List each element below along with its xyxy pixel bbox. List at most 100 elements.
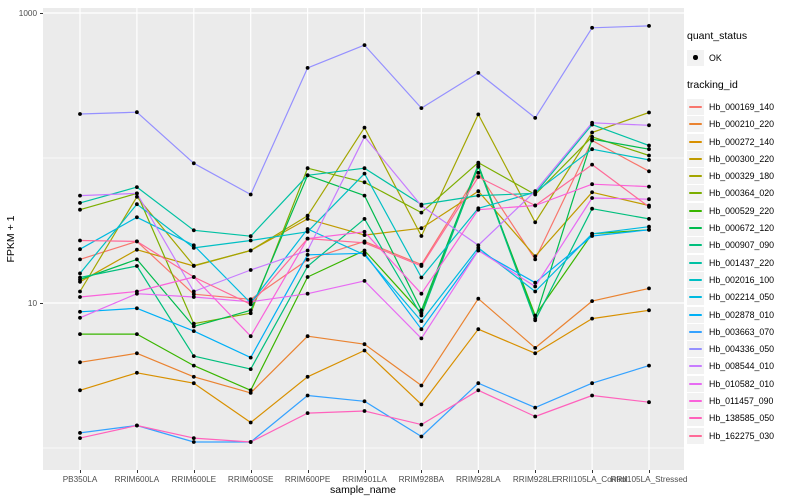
- data-point: [305, 411, 310, 415]
- data-point: [533, 284, 538, 289]
- data-point: [305, 66, 310, 70]
- data-point: [78, 289, 82, 294]
- data-point: [647, 143, 651, 148]
- data-point: [362, 180, 367, 185]
- line-icon: [689, 365, 702, 368]
- line-icon: [689, 417, 702, 420]
- data-point: [248, 238, 253, 243]
- line-icon: [689, 330, 702, 333]
- x-tick-label: RRIM600SE: [227, 475, 274, 484]
- line-icon: [689, 278, 702, 281]
- line-icon: [689, 140, 702, 143]
- data-point: [476, 207, 481, 212]
- data-point: [590, 393, 594, 398]
- data-point: [647, 227, 651, 232]
- data-point: [362, 399, 367, 404]
- data-point: [305, 275, 310, 279]
- data-point: [305, 374, 310, 379]
- data-point: [476, 175, 481, 179]
- data-point: [135, 191, 139, 196]
- data-point: [305, 291, 310, 296]
- legend-key-swatch: [687, 427, 704, 444]
- data-point: [191, 292, 196, 297]
- data-point: [135, 370, 139, 375]
- data-point: [305, 252, 310, 257]
- data-point: [476, 193, 481, 198]
- legend-item-label: Hb_138585_050: [709, 413, 775, 424]
- data-point: [362, 217, 367, 221]
- data-point: [419, 106, 424, 110]
- data-point: [135, 239, 139, 244]
- data-point: [362, 251, 367, 256]
- legend-tracking-item: Hb_162275_030: [687, 427, 799, 444]
- legend-tracking-item: Hb_002214_050: [687, 289, 799, 306]
- legend: quant_status OK tracking_id Hb_000169_14…: [687, 30, 799, 444]
- data-point: [476, 112, 481, 117]
- legend-tracking-item: Hb_010582_010: [687, 375, 799, 392]
- legend-item-label: Hb_011457_090: [709, 395, 774, 406]
- x-tick-label: RRIM600PE: [284, 475, 331, 484]
- data-point: [305, 257, 310, 262]
- data-point: [305, 227, 310, 231]
- legend-item-label: Hb_000210_220: [709, 119, 775, 130]
- x-tick-label: RRIM901LA: [342, 475, 387, 484]
- data-point: [248, 311, 253, 316]
- data-point: [191, 329, 196, 333]
- data-point: [647, 24, 651, 28]
- data-point: [647, 197, 651, 202]
- legend-key-swatch: [687, 150, 704, 167]
- data-point: [78, 360, 82, 365]
- data-point: [191, 228, 196, 233]
- data-point: [476, 164, 481, 169]
- data-point: [533, 414, 538, 419]
- data-point: [419, 422, 424, 427]
- data-point: [362, 193, 367, 198]
- data-point: [647, 217, 651, 221]
- x-tick-mark: [592, 470, 594, 473]
- legend-key-swatch: [687, 185, 704, 202]
- data-point: [419, 402, 424, 407]
- data-point: [362, 279, 367, 283]
- legend-tracking-item: Hb_138585_050: [687, 410, 799, 427]
- x-tick-label: RRII105LA_Stressed: [610, 475, 688, 484]
- data-point: [362, 233, 367, 238]
- data-point: [135, 215, 139, 220]
- legend-item-label: Hb_004336_050: [709, 344, 775, 355]
- data-point: [248, 234, 253, 239]
- x-axis-title: sample_name: [330, 484, 396, 496]
- y-tick-label: 10: [27, 298, 37, 308]
- data-point: [305, 229, 310, 234]
- x-tick-mark: [136, 470, 138, 473]
- data-point: [362, 134, 367, 139]
- x-tick-label: RRIM600LA: [114, 475, 160, 484]
- line-icon: [689, 175, 702, 178]
- data-point: [248, 355, 253, 360]
- plot-canvas: [43, 8, 684, 470]
- data-point: [362, 125, 367, 130]
- legend-tracking-item: Hb_002878_010: [687, 306, 799, 323]
- legend-key-swatch: [687, 237, 704, 254]
- data-point: [533, 203, 538, 208]
- x-tick-mark: [478, 470, 480, 473]
- data-point: [305, 173, 310, 178]
- data-point: [590, 137, 594, 142]
- data-point: [419, 210, 424, 215]
- legend-key-swatch: [687, 306, 704, 323]
- data-point: [362, 348, 367, 353]
- legend-item-label: Hb_003663_070: [709, 326, 775, 337]
- legend-key-swatch: [687, 168, 704, 185]
- data-point: [191, 436, 196, 440]
- legend-tracking-item: Hb_004336_050: [687, 340, 799, 358]
- data-point: [533, 220, 538, 225]
- data-point: [191, 289, 196, 294]
- legend-key-swatch: [687, 323, 704, 340]
- legend-key-swatch: [687, 375, 704, 392]
- data-point: [135, 185, 139, 190]
- line-icon: [689, 157, 702, 160]
- data-point: [476, 189, 481, 194]
- data-point: [78, 388, 82, 393]
- legend-key-swatch: [687, 220, 704, 237]
- legend-item-label: Hb_000169_140: [709, 101, 775, 112]
- data-point: [248, 391, 253, 395]
- data-point: [78, 247, 82, 252]
